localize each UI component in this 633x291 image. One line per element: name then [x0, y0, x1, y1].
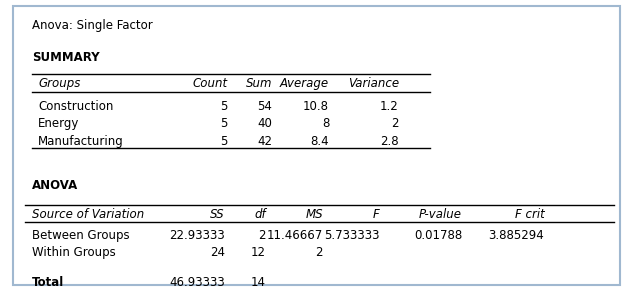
Text: 8.4: 8.4 — [311, 134, 329, 148]
Text: 1.2: 1.2 — [380, 100, 399, 113]
Text: df: df — [254, 208, 266, 221]
FancyBboxPatch shape — [13, 6, 620, 285]
Text: 2: 2 — [258, 229, 266, 242]
Text: 14: 14 — [251, 276, 266, 289]
Text: ANOVA: ANOVA — [32, 179, 78, 192]
Text: 5: 5 — [220, 100, 228, 113]
Text: F crit: F crit — [515, 208, 544, 221]
Text: 11.46667: 11.46667 — [266, 229, 323, 242]
Text: Energy: Energy — [38, 117, 79, 130]
Text: Total: Total — [32, 276, 64, 289]
Text: 2: 2 — [391, 117, 399, 130]
Text: SS: SS — [210, 208, 225, 221]
Text: 42: 42 — [257, 134, 272, 148]
Text: F: F — [373, 208, 380, 221]
Text: Source of Variation: Source of Variation — [32, 208, 144, 221]
Text: P-value: P-value — [419, 208, 462, 221]
Text: Sum: Sum — [246, 77, 272, 90]
Text: 5.733333: 5.733333 — [324, 229, 380, 242]
Text: MS: MS — [305, 208, 323, 221]
Text: 8: 8 — [322, 117, 329, 130]
Text: 2: 2 — [315, 246, 323, 260]
Text: 54: 54 — [258, 100, 272, 113]
Text: Between Groups: Between Groups — [32, 229, 129, 242]
Text: Within Groups: Within Groups — [32, 246, 115, 260]
Text: 22.93333: 22.93333 — [169, 229, 225, 242]
Text: Groups: Groups — [38, 77, 80, 90]
Text: Manufacturing: Manufacturing — [38, 134, 123, 148]
Text: Count: Count — [193, 77, 228, 90]
Text: 5: 5 — [220, 134, 228, 148]
Text: 46.93333: 46.93333 — [169, 276, 225, 289]
Text: 12: 12 — [251, 246, 266, 260]
Text: 10.8: 10.8 — [303, 100, 329, 113]
Text: SUMMARY: SUMMARY — [32, 51, 99, 64]
Text: 40: 40 — [258, 117, 272, 130]
Text: 0.01788: 0.01788 — [414, 229, 462, 242]
Text: Anova: Single Factor: Anova: Single Factor — [32, 19, 153, 32]
Text: 24: 24 — [210, 246, 225, 260]
Text: Construction: Construction — [38, 100, 113, 113]
Text: 2.8: 2.8 — [380, 134, 399, 148]
Text: 3.885294: 3.885294 — [489, 229, 544, 242]
Text: Variance: Variance — [348, 77, 399, 90]
Text: Average: Average — [280, 77, 329, 90]
Text: 5: 5 — [220, 117, 228, 130]
